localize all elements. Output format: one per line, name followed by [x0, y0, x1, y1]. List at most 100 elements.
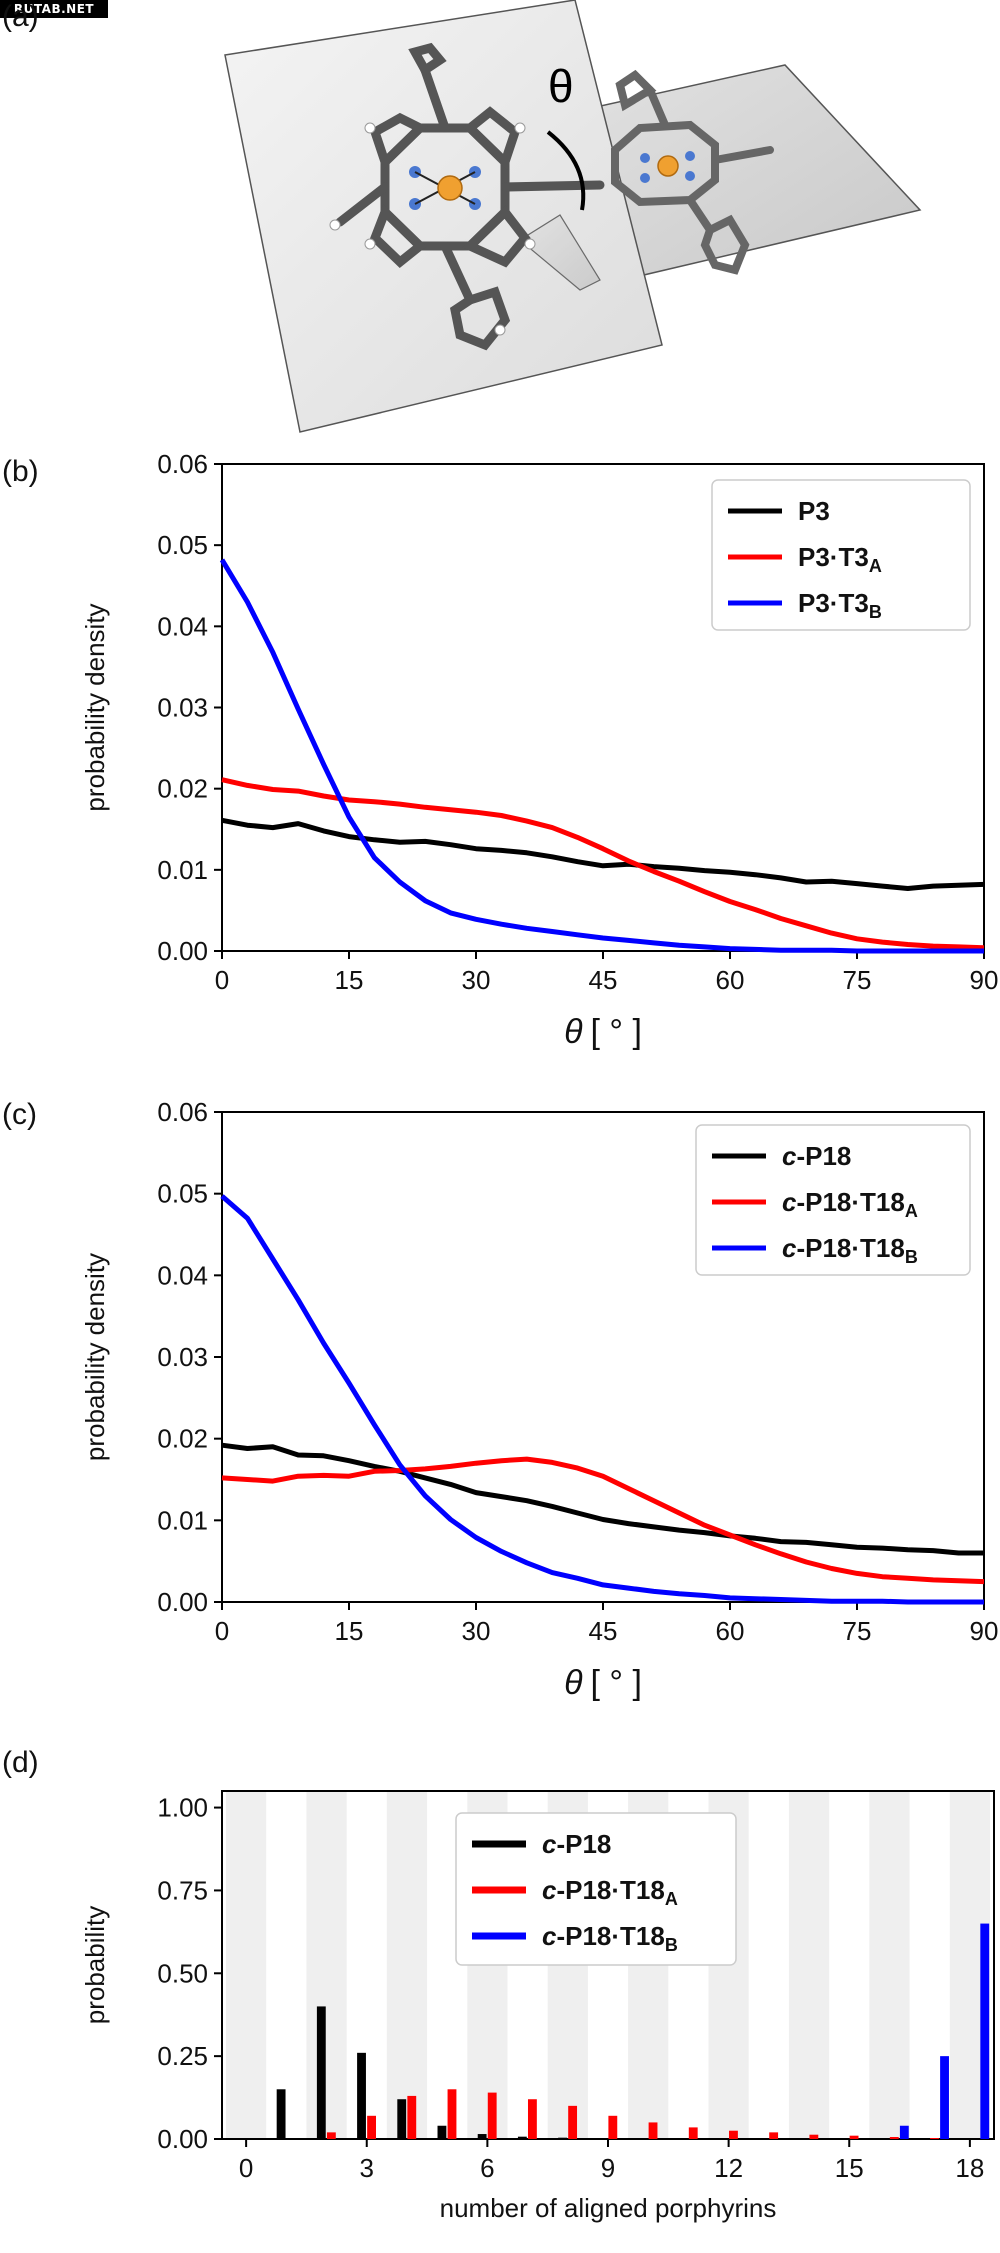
y-tick-label: 0.00 — [157, 1587, 208, 1617]
bar — [899, 2125, 909, 2139]
bar — [729, 2130, 738, 2139]
watermark: RUTAB.NET — [0, 0, 108, 18]
bar — [809, 2134, 819, 2139]
chart-c: 0.00 0.01 0.02 0.03 0.04 0.05 0.06 0 15 30 45 60 75 9… — [80, 1097, 999, 1702]
background-stripe — [306, 1791, 347, 2139]
background-stripe — [788, 1791, 830, 2139]
series-line — [221, 1442, 984, 1556]
x-tick-label: 45 — [589, 965, 618, 995]
panel-label-b: (b) — [2, 455, 39, 488]
y-tick-label: 0.04 — [157, 611, 208, 641]
background-stripe — [869, 1791, 910, 2139]
background-stripe — [226, 1791, 267, 2139]
y-tick-label: 0.02 — [157, 774, 208, 804]
y-tick-label: 0.00 — [157, 936, 208, 966]
x-tick-label: 90 — [970, 965, 999, 995]
y-tick-label: 0.25 — [157, 2041, 208, 2071]
y-tick-label: 0.05 — [157, 530, 208, 560]
x-tick-label: 6 — [480, 2153, 494, 2183]
bar — [276, 2089, 286, 2139]
y-tick-label: 0.03 — [157, 1342, 208, 1372]
legend: c-P18 c-P18·T18A c-P18·T18B — [695, 1124, 971, 1276]
series-line — [219, 558, 984, 954]
y-axis-label: probability density — [80, 1253, 110, 1461]
legend-label: c-P18 — [782, 1141, 851, 1171]
bar — [397, 2099, 407, 2139]
bar — [688, 2127, 698, 2139]
x-tick-label: 15 — [835, 2153, 864, 2183]
bar — [769, 2132, 779, 2139]
molecule-illustration: θ — [224, 0, 922, 433]
bar — [608, 2115, 618, 2139]
angle-symbol: θ — [548, 60, 574, 112]
bar — [437, 2125, 447, 2139]
bar — [326, 2132, 336, 2139]
x-tick-label: 60 — [716, 1616, 745, 1646]
y-axis-label: probability density — [80, 603, 110, 811]
x-tick-label: 0 — [215, 965, 229, 995]
x-tick-label: 0 — [239, 2153, 253, 2183]
bar — [558, 2137, 567, 2139]
legend-label: P3·T3B — [798, 588, 882, 622]
bar — [477, 2134, 487, 2139]
y-tick-label: 0.01 — [157, 855, 208, 885]
bar — [357, 2052, 366, 2139]
bar — [638, 2138, 648, 2139]
bar — [648, 2122, 658, 2139]
y-tick-label: 0.01 — [157, 1505, 208, 1535]
bar — [889, 2137, 899, 2139]
bar — [980, 1923, 990, 2139]
y-tick-label: 0.50 — [157, 1958, 208, 1988]
left-porphyrin — [335, 42, 605, 351]
panel-label-c: (c) — [2, 1098, 37, 1131]
series-line — [221, 1456, 985, 1585]
y-tick-label: 1.00 — [157, 1793, 208, 1823]
y-tick-label: 0.03 — [157, 693, 208, 723]
x-axis-label: number of aligned porphyrins — [440, 2193, 777, 2223]
panel-label-a: (a) — [2, 0, 39, 33]
series-line — [221, 777, 985, 951]
y-tick-label: 0.75 — [157, 1875, 208, 1905]
x-tick-label: 60 — [716, 965, 745, 995]
legend-box — [711, 479, 971, 631]
x-axis-label: θ[ ° ] — [564, 1664, 642, 1702]
bar — [527, 2099, 537, 2139]
bar — [367, 2115, 376, 2139]
chart-d: 0.00 0.25 0.50 0.75 1.00 0 3 6 9 12 15 18 probabilit… — [80, 1790, 995, 2223]
right-metal-atom — [657, 155, 679, 177]
x-tick-label: 75 — [843, 965, 872, 995]
y-tick-label: 0.04 — [157, 1260, 208, 1290]
y-axis-label: probability — [80, 1906, 110, 2025]
bar — [517, 2136, 527, 2139]
x-tick-label: 30 — [462, 965, 491, 995]
legend-label: c-P18·T18A — [542, 1875, 678, 1909]
bar — [930, 2138, 939, 2139]
panel-label-d: (d) — [2, 1746, 39, 1779]
legend-label: P3·T3A — [798, 542, 882, 576]
x-tick-label: 15 — [335, 1616, 364, 1646]
bar — [940, 2056, 949, 2139]
legend-label: P3 — [798, 496, 830, 526]
legend-box — [695, 1124, 971, 1276]
angle-arc — [546, 130, 586, 211]
chart-b: 0.00 0.01 0.02 0.03 0.04 0.05 0.06 0 15 30 45 60 75 9… — [80, 449, 999, 1051]
legend-label: c-P18 — [542, 1829, 611, 1859]
legend-box — [455, 1812, 737, 1966]
series-line — [220, 1194, 984, 1605]
y-tick-label: 0.06 — [157, 449, 208, 479]
bar — [447, 2089, 457, 2139]
bar — [487, 2092, 497, 2139]
left-metal-atom — [437, 175, 463, 201]
legend-label: c-P18·T18B — [782, 1233, 918, 1267]
bar — [598, 2138, 608, 2139]
x-tick-label: 15 — [335, 965, 364, 995]
x-tick-label: 75 — [843, 1616, 872, 1646]
legend: c-P18 c-P18·T18A c-P18·T18B — [455, 1812, 737, 1966]
x-tick-label: 3 — [360, 2153, 374, 2183]
x-tick-label: 9 — [601, 2153, 615, 2183]
x-tick-label: 90 — [970, 1616, 999, 1646]
y-tick-label: 0.05 — [157, 1179, 208, 1209]
y-tick-label: 0.02 — [157, 1424, 208, 1454]
x-tick-label: 18 — [955, 2153, 984, 2183]
bar — [678, 2138, 688, 2139]
